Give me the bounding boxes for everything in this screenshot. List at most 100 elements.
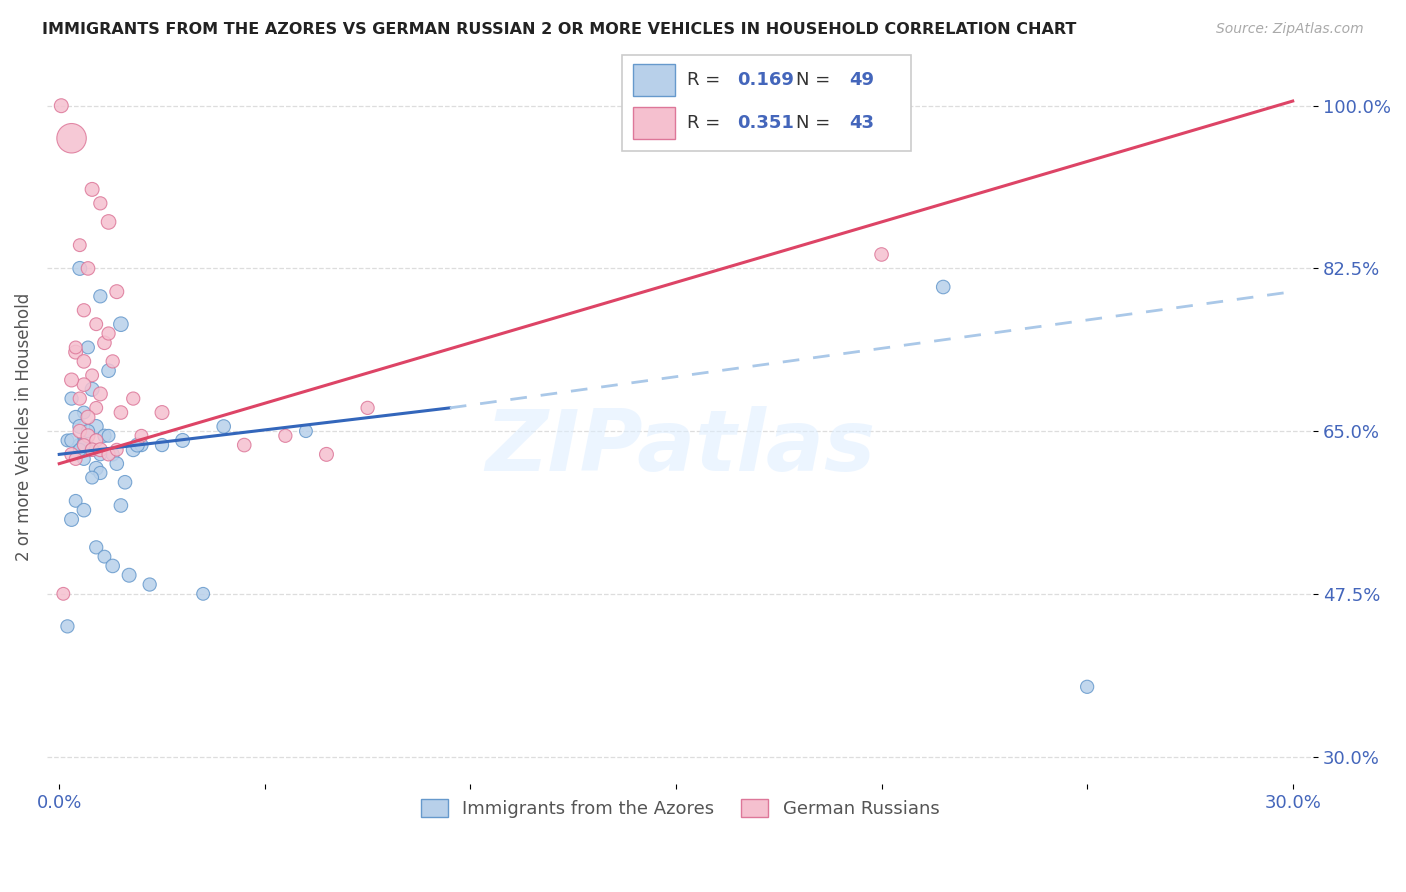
Point [73,438,96,452]
Point [89,447,111,461]
Point [97,364,120,378]
Point [82,470,104,484]
Point [77,442,100,457]
Point [84,317,107,331]
Point [122,442,145,457]
Point [73,503,96,517]
Text: R =: R = [686,114,725,132]
Point [1076,680,1098,694]
Point [315,447,337,461]
Point [82,382,104,396]
Point [295,424,318,438]
Point [233,438,256,452]
Point [84,434,107,448]
Point [84,541,107,555]
Point [93,549,115,564]
Point [77,261,100,276]
Point [150,438,173,452]
Y-axis label: 2 or more Vehicles in Household: 2 or more Vehicles in Household [15,293,32,560]
Point [73,377,96,392]
Point [105,457,128,471]
Point [77,429,100,443]
Text: ZIPatlas: ZIPatlas [485,407,875,490]
Point [122,392,145,406]
Point [105,442,128,457]
Point [84,461,107,475]
Point [110,317,132,331]
Point [870,247,893,261]
Point [77,410,100,425]
Point [131,429,153,443]
Point [60,373,83,387]
Point [60,447,83,461]
Text: 43: 43 [849,114,875,132]
Point [89,466,111,480]
Point [65,410,87,425]
Point [65,493,87,508]
Text: 0.169: 0.169 [737,71,793,89]
Point [73,303,96,318]
Point [212,419,235,434]
FancyBboxPatch shape [621,54,911,151]
Point [110,405,132,419]
FancyBboxPatch shape [633,108,675,139]
Point [127,438,149,452]
Text: N =: N = [796,114,835,132]
Point [101,354,124,368]
Point [97,215,120,229]
Point [73,452,96,467]
Point [89,289,111,303]
Point [69,442,91,457]
Point [932,280,955,294]
Point [118,568,141,582]
Point [69,424,91,438]
Point [82,182,104,196]
Point [101,447,124,461]
Point [56,434,79,448]
Point [73,438,96,452]
Point [93,429,115,443]
Point [69,238,91,252]
Point [172,434,194,448]
Point [89,387,111,401]
Point [73,405,96,419]
Point [97,326,120,341]
Point [60,434,83,448]
Text: R =: R = [686,71,725,89]
Text: IMMIGRANTS FROM THE AZORES VS GERMAN RUSSIAN 2 OR MORE VEHICLES IN HOUSEHOLD COR: IMMIGRANTS FROM THE AZORES VS GERMAN RUS… [42,22,1077,37]
Point [60,392,83,406]
Point [56,619,79,633]
Text: Source: ZipAtlas.com: Source: ZipAtlas.com [1216,22,1364,37]
Point [274,429,297,443]
Point [114,475,136,490]
Point [82,442,104,457]
Text: N =: N = [796,71,835,89]
Point [69,438,91,452]
Point [69,392,91,406]
Point [52,587,75,601]
Point [97,447,120,461]
Point [97,429,120,443]
Text: 49: 49 [849,71,875,89]
Point [69,419,91,434]
Point [110,499,132,513]
Legend: Immigrants from the Azores, German Russians: Immigrants from the Azores, German Russi… [413,792,946,825]
Point [131,438,153,452]
Point [51,99,73,113]
Point [65,341,87,355]
Point [84,401,107,415]
Point [60,131,83,145]
Point [60,512,83,526]
Point [101,558,124,573]
FancyBboxPatch shape [633,64,675,95]
Point [105,285,128,299]
Point [93,335,115,350]
Point [73,354,96,368]
Point [89,196,111,211]
Point [191,587,214,601]
Point [77,341,100,355]
Point [82,442,104,457]
Text: 0.351: 0.351 [737,114,793,132]
Point [356,401,378,415]
Point [65,345,87,359]
